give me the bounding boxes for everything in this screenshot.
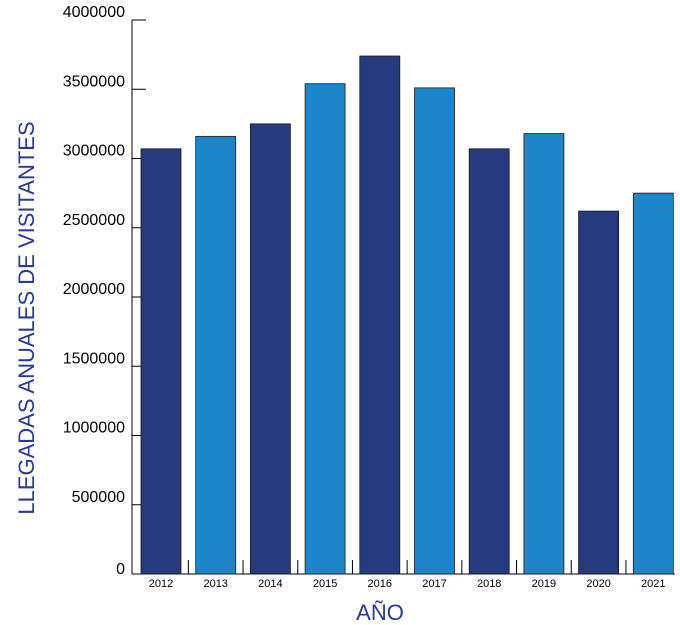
x-tick-label: 2013 [203,578,227,590]
x-tick-label: 2014 [258,578,282,590]
x-tick-label: 2018 [477,578,501,590]
y-tick-label: 3000000 [63,143,125,160]
y-tick-label: 4000000 [63,4,125,21]
x-tick-label: 2016 [368,578,392,590]
x-axis-ticks: 2012 2013 2014 2015 2016 2017 2018 2019 2020 2021 [149,560,666,590]
bar-2016 [359,55,401,575]
x-tick-label: 2017 [422,578,446,590]
bar-2018 [468,148,510,575]
y-tick-label: 2500000 [63,212,125,229]
bar-2014 [249,123,291,575]
x-tick-label: 2012 [149,578,173,590]
y-tick-label: 2000000 [63,281,125,298]
bar-2021 [632,192,674,575]
bar-2015 [304,83,346,575]
bar-2013 [195,135,237,575]
x-axis-title: AÑO [356,600,404,625]
y-tick-label: 0 [116,561,125,578]
bar-2020 [578,210,619,575]
bar-2012 [140,148,182,575]
y-tick-label: 3500000 [63,73,125,90]
bar-2017 [414,87,455,575]
y-tick-label: 1000000 [63,420,125,437]
y-axis-ticks: 0 500000 1000000 1500000 2000000 2500000 30000… [63,4,146,578]
x-tick-label: 2021 [641,578,665,590]
y-tick-label: 500000 [72,489,125,506]
y-axis-title: LLEGADAS ANUALES DE VISITANTES [14,121,39,514]
bars [140,55,674,575]
x-tick-label: 2015 [313,578,337,590]
bar-2019 [523,133,565,575]
x-tick-label: 2019 [532,578,556,590]
x-tick-label: 2020 [586,578,610,590]
y-tick-label: 1500000 [63,350,125,367]
